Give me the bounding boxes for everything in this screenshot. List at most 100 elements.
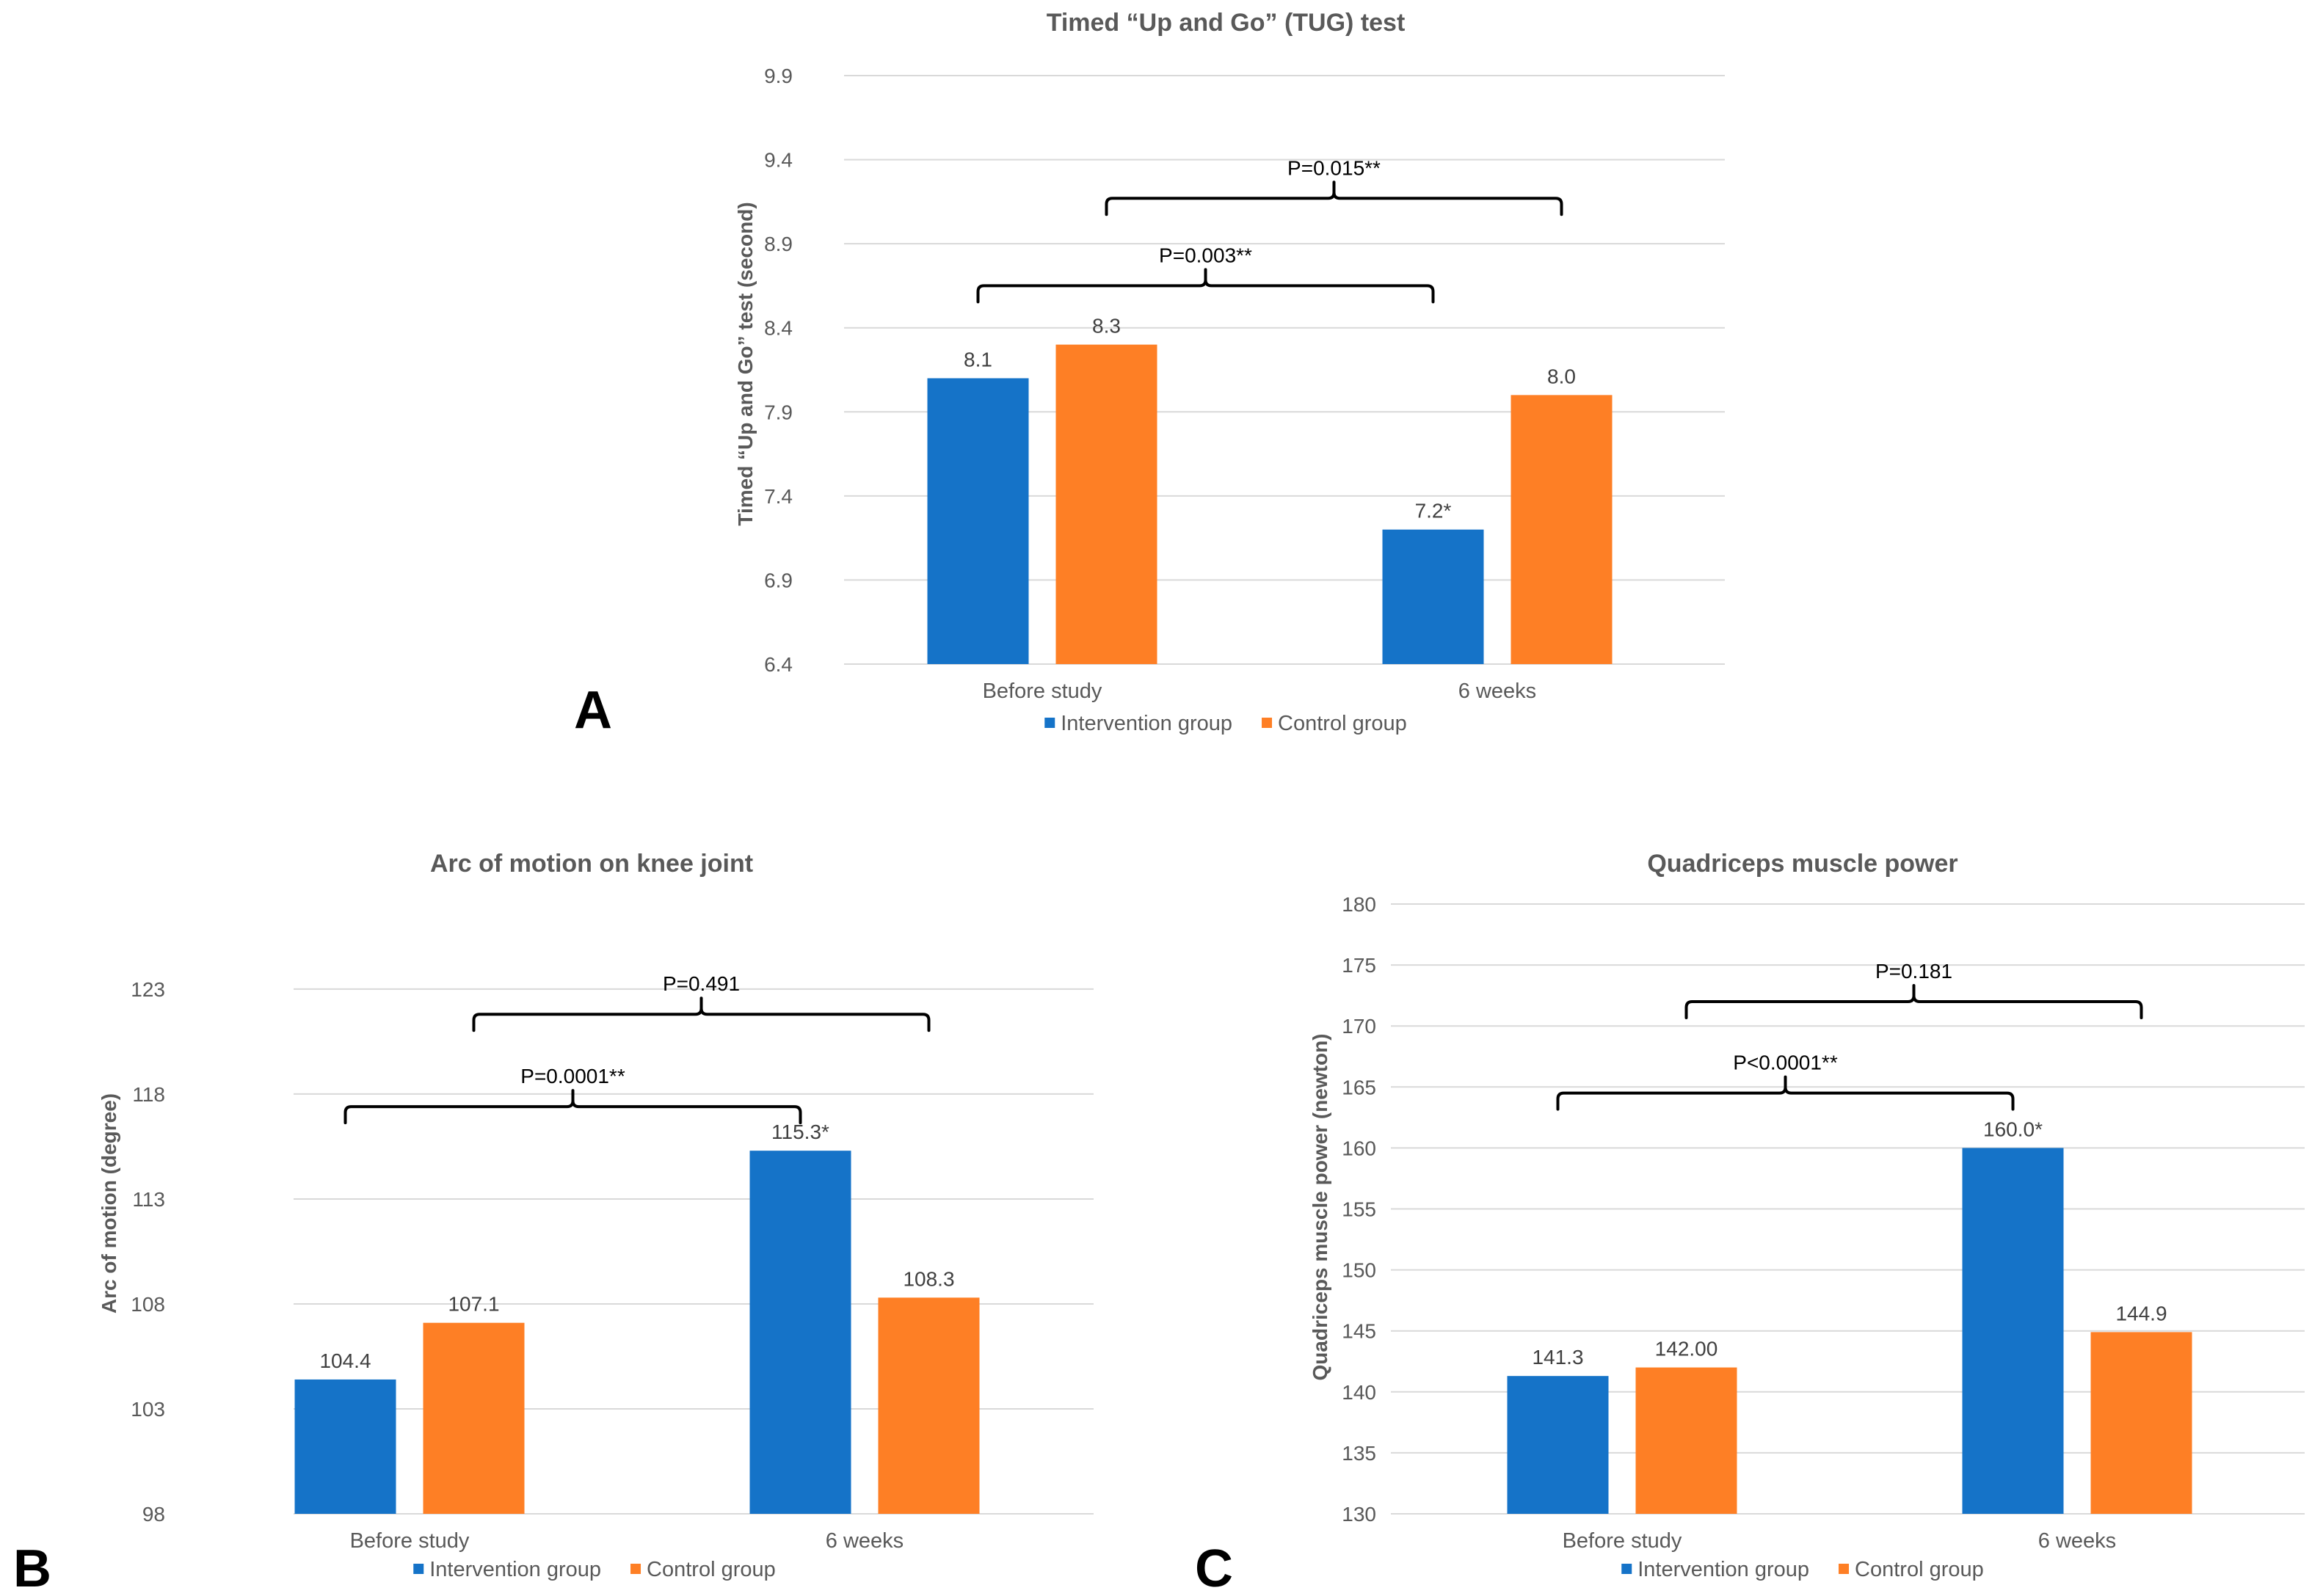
significance-brace (1684, 983, 2143, 1019)
data-label: 8.0 (1547, 365, 1576, 387)
legend-label: Intervention group (429, 1558, 601, 1581)
significance-brace (1556, 1075, 2015, 1111)
y-axis-label: Arc of motion (degree) (98, 1093, 120, 1313)
bar (1507, 1376, 1609, 1514)
panel-letter: C (1195, 1539, 1233, 1596)
category-label: Before study (983, 679, 1102, 703)
data-labels: 104.4 107.1 115.3* 108.3 (319, 1121, 954, 1372)
chart-title: Quadriceps muscle power (1647, 850, 1957, 878)
panel-letter: A (574, 681, 612, 740)
category-label: 6 weeks (1458, 679, 1536, 703)
chart-title: Timed “Up and Go” (TUG) test (1047, 9, 1406, 37)
data-label: 160.0* (1983, 1118, 2043, 1140)
p-value-label: P<0.0001** (1733, 1052, 1838, 1074)
bar (927, 378, 1029, 664)
bar (423, 1322, 525, 1514)
y-axis-label: Timed “Up and Go” test (second) (734, 202, 757, 525)
legend: Intervention group Control group (1044, 712, 1407, 735)
y-tick-label: 113 (132, 1188, 165, 1211)
data-label: 115.3* (771, 1121, 829, 1143)
p-value-label: P=0.0001** (520, 1065, 625, 1087)
y-tick-label: 155 (1342, 1198, 1376, 1221)
p-value-label: P=0.003** (1159, 244, 1252, 266)
panel-b-chart: Arc of motion on knee joint Arc of motio… (13, 850, 1094, 1596)
legend-label: Control group (1278, 712, 1407, 735)
panel-c-chart: Quadriceps muscle power Quadriceps muscl… (1195, 850, 2305, 1596)
y-tick-label: 9.4 (764, 149, 793, 172)
data-label: 108.3 (903, 1267, 954, 1290)
y-tick-label: 7.4 (764, 485, 793, 508)
bars (1507, 1148, 2192, 1514)
chart-title: Arc of motion on knee joint (430, 850, 753, 878)
data-labels: 141.3 142.00 160.0* 144.9 (1532, 1118, 2167, 1369)
legend-swatch (1044, 718, 1055, 728)
category-label: 6 weeks (2038, 1529, 2116, 1553)
y-tick-labels: 98 103 108 113 118 123 (131, 978, 165, 1526)
y-tick-label: 175 (1342, 954, 1376, 977)
legend-swatch (1839, 1564, 1850, 1574)
category-label: Before study (350, 1529, 470, 1553)
y-tick-label: 108 (131, 1293, 165, 1316)
category-labels: Before study 6 weeks (350, 1529, 904, 1553)
data-label: 141.3 (1532, 1346, 1583, 1369)
legend-swatch (1621, 1564, 1632, 1574)
y-tick-label: 7.9 (764, 401, 793, 423)
y-tick-label: 8.4 (764, 317, 793, 340)
legend-label: Control group (1855, 1558, 1984, 1581)
bars (927, 344, 1613, 664)
legend: Intervention group Control group (413, 1558, 776, 1581)
bar (1635, 1367, 1737, 1514)
y-tick-label: 135 (1342, 1442, 1376, 1465)
bars (294, 1151, 980, 1514)
data-label: 144.9 (2115, 1302, 2167, 1324)
y-tick-label: 150 (1342, 1259, 1376, 1282)
data-label: 107.1 (448, 1293, 499, 1316)
bar (1382, 529, 1484, 664)
category-labels: Before study 6 weeks (983, 679, 1537, 703)
bar (1055, 344, 1157, 664)
y-tick-label: 6.4 (764, 653, 793, 676)
p-value-label: P=0.015** (1287, 156, 1381, 179)
y-axis-label: Quadriceps muscle power (newton) (1309, 1034, 1331, 1381)
data-labels: 8.1 8.3 7.2* 8.0 (964, 315, 1576, 522)
bar (878, 1297, 980, 1514)
significance-brace (976, 268, 1435, 304)
y-tick-labels: 6.4 6.9 7.4 7.9 8.4 8.9 9.4 9.9 (764, 65, 793, 676)
y-tick-label: 130 (1342, 1503, 1376, 1526)
legend-label: Control group (647, 1558, 776, 1581)
data-label: 7.2* (1415, 500, 1452, 522)
significance-annotations: P<0.0001** P=0.181 (1556, 960, 2143, 1111)
legend-swatch (413, 1564, 424, 1574)
legend-swatch (630, 1564, 641, 1574)
legend-swatch (1262, 718, 1273, 728)
bar (749, 1151, 851, 1514)
bar (1962, 1148, 2064, 1514)
data-label: 8.3 (1092, 315, 1121, 338)
y-tick-label: 9.9 (764, 65, 793, 87)
y-tick-label: 103 (131, 1398, 165, 1421)
category-label: Before study (1563, 1529, 1682, 1553)
y-tick-label: 180 (1342, 893, 1376, 916)
y-tick-label: 8.9 (764, 233, 793, 255)
data-label: 104.4 (319, 1349, 371, 1372)
legend-label: Intervention group (1061, 712, 1232, 735)
y-tick-label: 160 (1342, 1137, 1376, 1159)
data-label: 8.1 (964, 348, 992, 371)
y-tick-label: 123 (131, 978, 165, 1001)
panel-a-chart: Timed “Up and Go” (TUG) test Timed “Up a… (574, 9, 1725, 740)
y-tick-label: 145 (1342, 1320, 1376, 1343)
y-tick-label: 98 (142, 1503, 165, 1526)
y-tick-label: 140 (1342, 1381, 1376, 1404)
significance-annotations: P=0.003** P=0.015** (976, 156, 1563, 304)
y-tick-label: 170 (1342, 1015, 1376, 1038)
y-tick-labels: 130 135 140 145 150 155 160 165 170 175 180 (1342, 893, 1376, 1526)
legend-label: Intervention group (1637, 1558, 1809, 1581)
bar (1511, 395, 1613, 664)
legend: Intervention group Control group (1621, 1558, 1984, 1581)
panel-letter: B (13, 1539, 51, 1596)
y-tick-label: 118 (132, 1083, 165, 1106)
significance-brace (472, 996, 931, 1032)
p-value-label: P=0.181 (1875, 960, 1952, 983)
y-tick-label: 165 (1342, 1076, 1376, 1098)
